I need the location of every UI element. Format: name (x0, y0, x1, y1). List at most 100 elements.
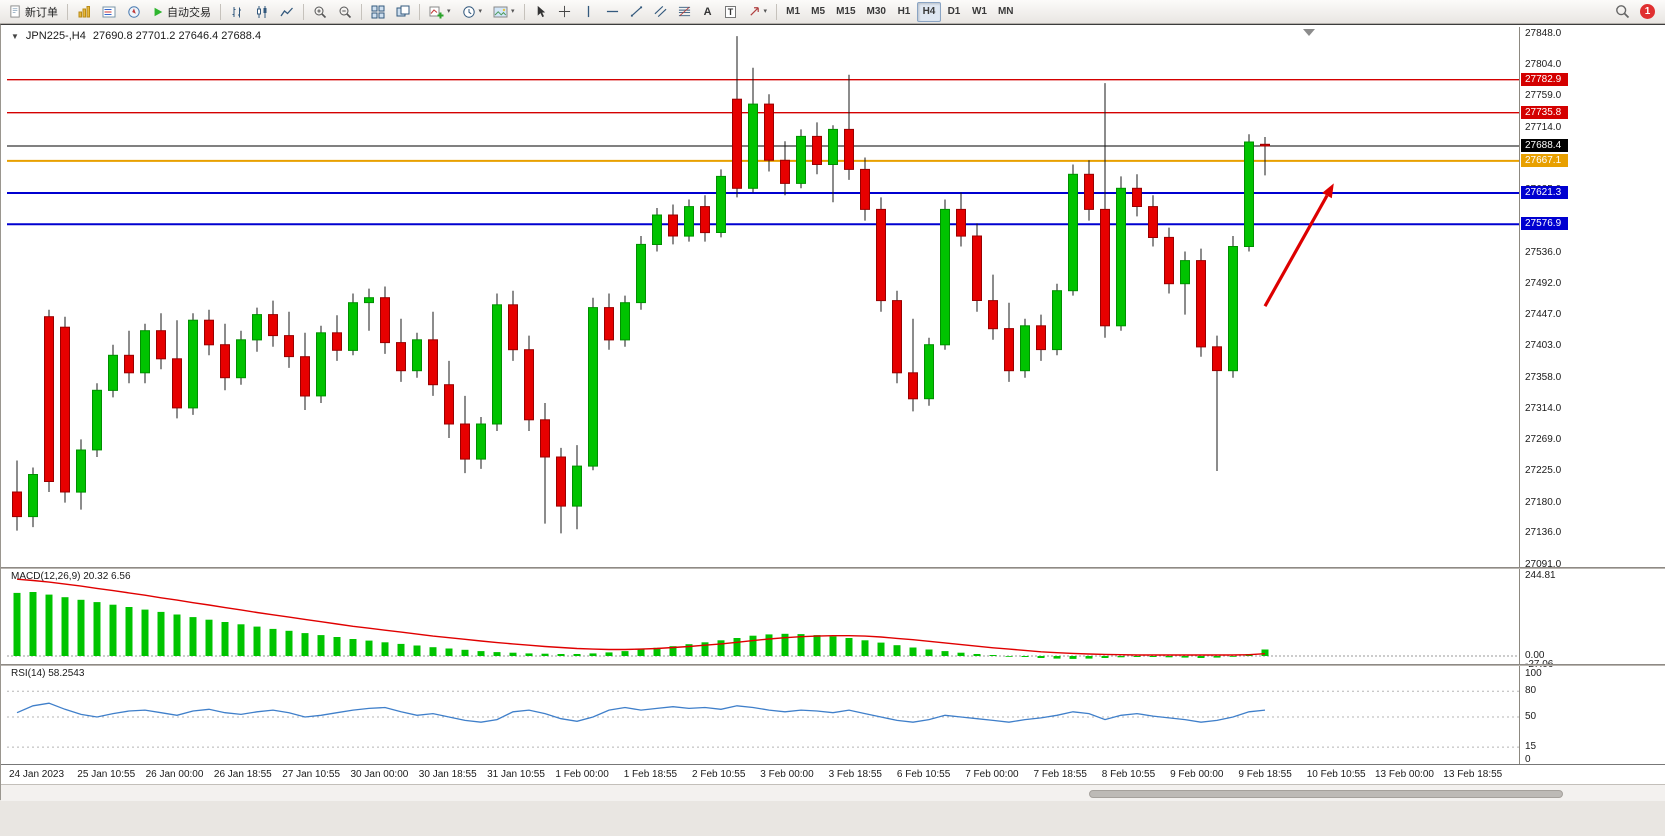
rsi-scale-label: 0 (1525, 754, 1531, 765)
bar-chart-icon (230, 5, 244, 19)
time-axis-label: 3 Feb 18:55 (828, 769, 882, 780)
toolbar-separator (776, 3, 778, 20)
time-axis-label: 9 Feb 18:55 (1238, 769, 1292, 780)
horizontal-scrollbar (1, 784, 1665, 801)
rsi-label: RSI(14) 58.2543 (11, 668, 85, 679)
price-tick-label: 27136.0 (1525, 527, 1562, 539)
new-chart-button[interactable] (72, 2, 96, 22)
autotrading-button[interactable]: 自动交易 (147, 2, 216, 22)
price-tick-label: 27358.0 (1525, 371, 1562, 383)
bar-chart-button[interactable] (225, 2, 249, 22)
price-tick-label: 27714.0 (1525, 121, 1562, 133)
line-chart-button[interactable] (275, 2, 299, 22)
market-watch-button[interactable] (97, 2, 121, 22)
price-tick-label: 27848.0 (1525, 28, 1562, 39)
timeframe-h4-button[interactable]: H4 (916, 1, 941, 22)
time-axis-label: 13 Feb 00:00 (1375, 769, 1434, 780)
trendline-button[interactable] (625, 2, 648, 22)
timeframe-m30-button[interactable]: M30 (862, 2, 891, 22)
rsi-line (16, 702, 1266, 723)
support-line-blue-lower-badge: 27576.9 (1521, 217, 1568, 231)
macd-indicator-pane[interactable]: MACD(12,26,9) 20.32 6.56 (7, 569, 1519, 664)
rsi-indicator-pane[interactable]: RSI(14) 58.2543 (7, 666, 1519, 764)
timeframe-w1-button[interactable]: W1 (967, 2, 992, 22)
time-axis-label: 30 Jan 00:00 (350, 769, 409, 780)
time-axis-label: 24 Jan 2023 (9, 769, 65, 780)
text-button[interactable]: A (697, 2, 719, 22)
time-axis-label: 7 Feb 18:55 (1033, 769, 1087, 780)
dropdown-caret-icon: ▾ (478, 8, 483, 15)
time-axis-label: 7 Feb 00:00 (965, 769, 1019, 780)
trend-arrow-annotation[interactable] (1263, 183, 1334, 307)
time-axis-label: 25 Jan 10:55 (77, 769, 136, 780)
tile-windows-button[interactable] (366, 2, 390, 22)
support-line-blue-upper-badge: 27621.3 (1521, 186, 1568, 200)
templates-button[interactable]: ▾ (488, 2, 520, 22)
candlestick-chart-button[interactable] (250, 2, 274, 22)
macd-canvas (7, 578, 1519, 659)
text-label-icon: T (724, 5, 737, 18)
pane-separator[interactable] (1, 664, 1665, 666)
time-axis-label: 8 Feb 10:55 (1101, 769, 1156, 780)
zoom-out-button[interactable] (333, 2, 357, 22)
periods-button[interactable]: ▾ (457, 2, 488, 22)
one-click-trading-toggle[interactable]: ▼ (11, 31, 19, 41)
price-chart-pane[interactable]: ▼ JPN225-,H4 27690.8 27701.2 27646.4 276… (7, 27, 1519, 567)
macd-histogram (13, 592, 1269, 659)
dropdown-caret-icon: ▾ (447, 8, 451, 15)
chart-shift-marker[interactable] (1303, 29, 1315, 36)
search-button[interactable] (1610, 2, 1635, 22)
timeframe-d1-button[interactable]: D1 (942, 2, 966, 22)
horizontal-line-button[interactable] (601, 2, 624, 22)
notification-badge[interactable]: 1 (1640, 4, 1655, 19)
price-tick-label: 27804.0 (1525, 58, 1562, 70)
timeframe-mn-button[interactable]: MN (993, 2, 1019, 22)
price-tick-label: 27447.0 (1525, 309, 1562, 321)
arrows-button[interactable]: ▾ (743, 2, 773, 22)
timeframe-m1-button[interactable]: M1 (781, 2, 805, 22)
timeframe-h1-button[interactable]: H1 (892, 2, 916, 22)
fibonacci-button[interactable] (673, 2, 696, 22)
cursor-button[interactable] (529, 2, 552, 22)
text-label-button[interactable]: T (720, 2, 742, 22)
zoom-in-button[interactable] (308, 2, 332, 22)
rsi-scale-label: 50 (1525, 711, 1537, 722)
price-scale[interactable]: 27848.027804.027759.027714.027669.027625… (1519, 27, 1665, 784)
time-axis[interactable]: 24 Jan 2023 25 Jan 10:55 26 Jan 00:00 26 Ja… (1, 764, 1665, 784)
arrows-tool-icon (748, 5, 761, 18)
timeframe-m15-button[interactable]: M15 (831, 2, 860, 22)
market-watch-icon (102, 5, 116, 19)
ohlc-values: 27690.8 27701.2 27646.4 27688.4 (92, 30, 262, 42)
navigator-icon (127, 5, 141, 19)
candlestick-chart-icon (255, 5, 269, 19)
rsi-scale-label: 15 (1525, 741, 1537, 753)
cascade-windows-button[interactable] (391, 2, 415, 22)
toolbar-separator (303, 3, 304, 20)
indicators-button[interactable]: ▾ (424, 2, 456, 22)
crosshair-button[interactable] (553, 2, 576, 22)
rsi-scale-label: 100 (1525, 668, 1542, 679)
toolbar-separator (523, 3, 525, 20)
text-tool-icon: A (703, 5, 712, 18)
time-axis-label: 1 Feb 18:55 (623, 769, 678, 780)
timeframe-m5-button[interactable]: M5 (806, 2, 830, 22)
new-order-button[interactable]: 新订单 (4, 2, 63, 22)
new-chart-icon (77, 5, 91, 19)
time-axis-label: 2 Feb 10:55 (692, 769, 746, 780)
periods-clock-icon (462, 5, 476, 19)
macd-signal-line (16, 578, 1266, 656)
navigator-button[interactable] (122, 2, 146, 22)
zoom-out-icon (338, 5, 352, 19)
price-tick-label: 27180.0 (1525, 496, 1562, 508)
price-tick-label: 27314.0 (1525, 402, 1562, 414)
time-axis-label: 13 Feb 18:55 (1443, 769, 1503, 780)
time-axis-label: 1 Feb 00:00 (555, 769, 609, 780)
chart-window: ▼ JPN225-,H4 27690.8 27701.2 27646.4 276… (0, 24, 1665, 801)
channel-button[interactable] (649, 2, 672, 22)
line-chart-icon (280, 5, 294, 19)
pane-separator[interactable] (1, 567, 1665, 569)
time-axis-label: 31 Jan 10:55 (487, 769, 545, 780)
vertical-line-button[interactable] (577, 2, 600, 22)
time-axis-label: 26 Jan 18:55 (213, 769, 272, 780)
scrollbar-thumb[interactable] (1089, 790, 1563, 798)
